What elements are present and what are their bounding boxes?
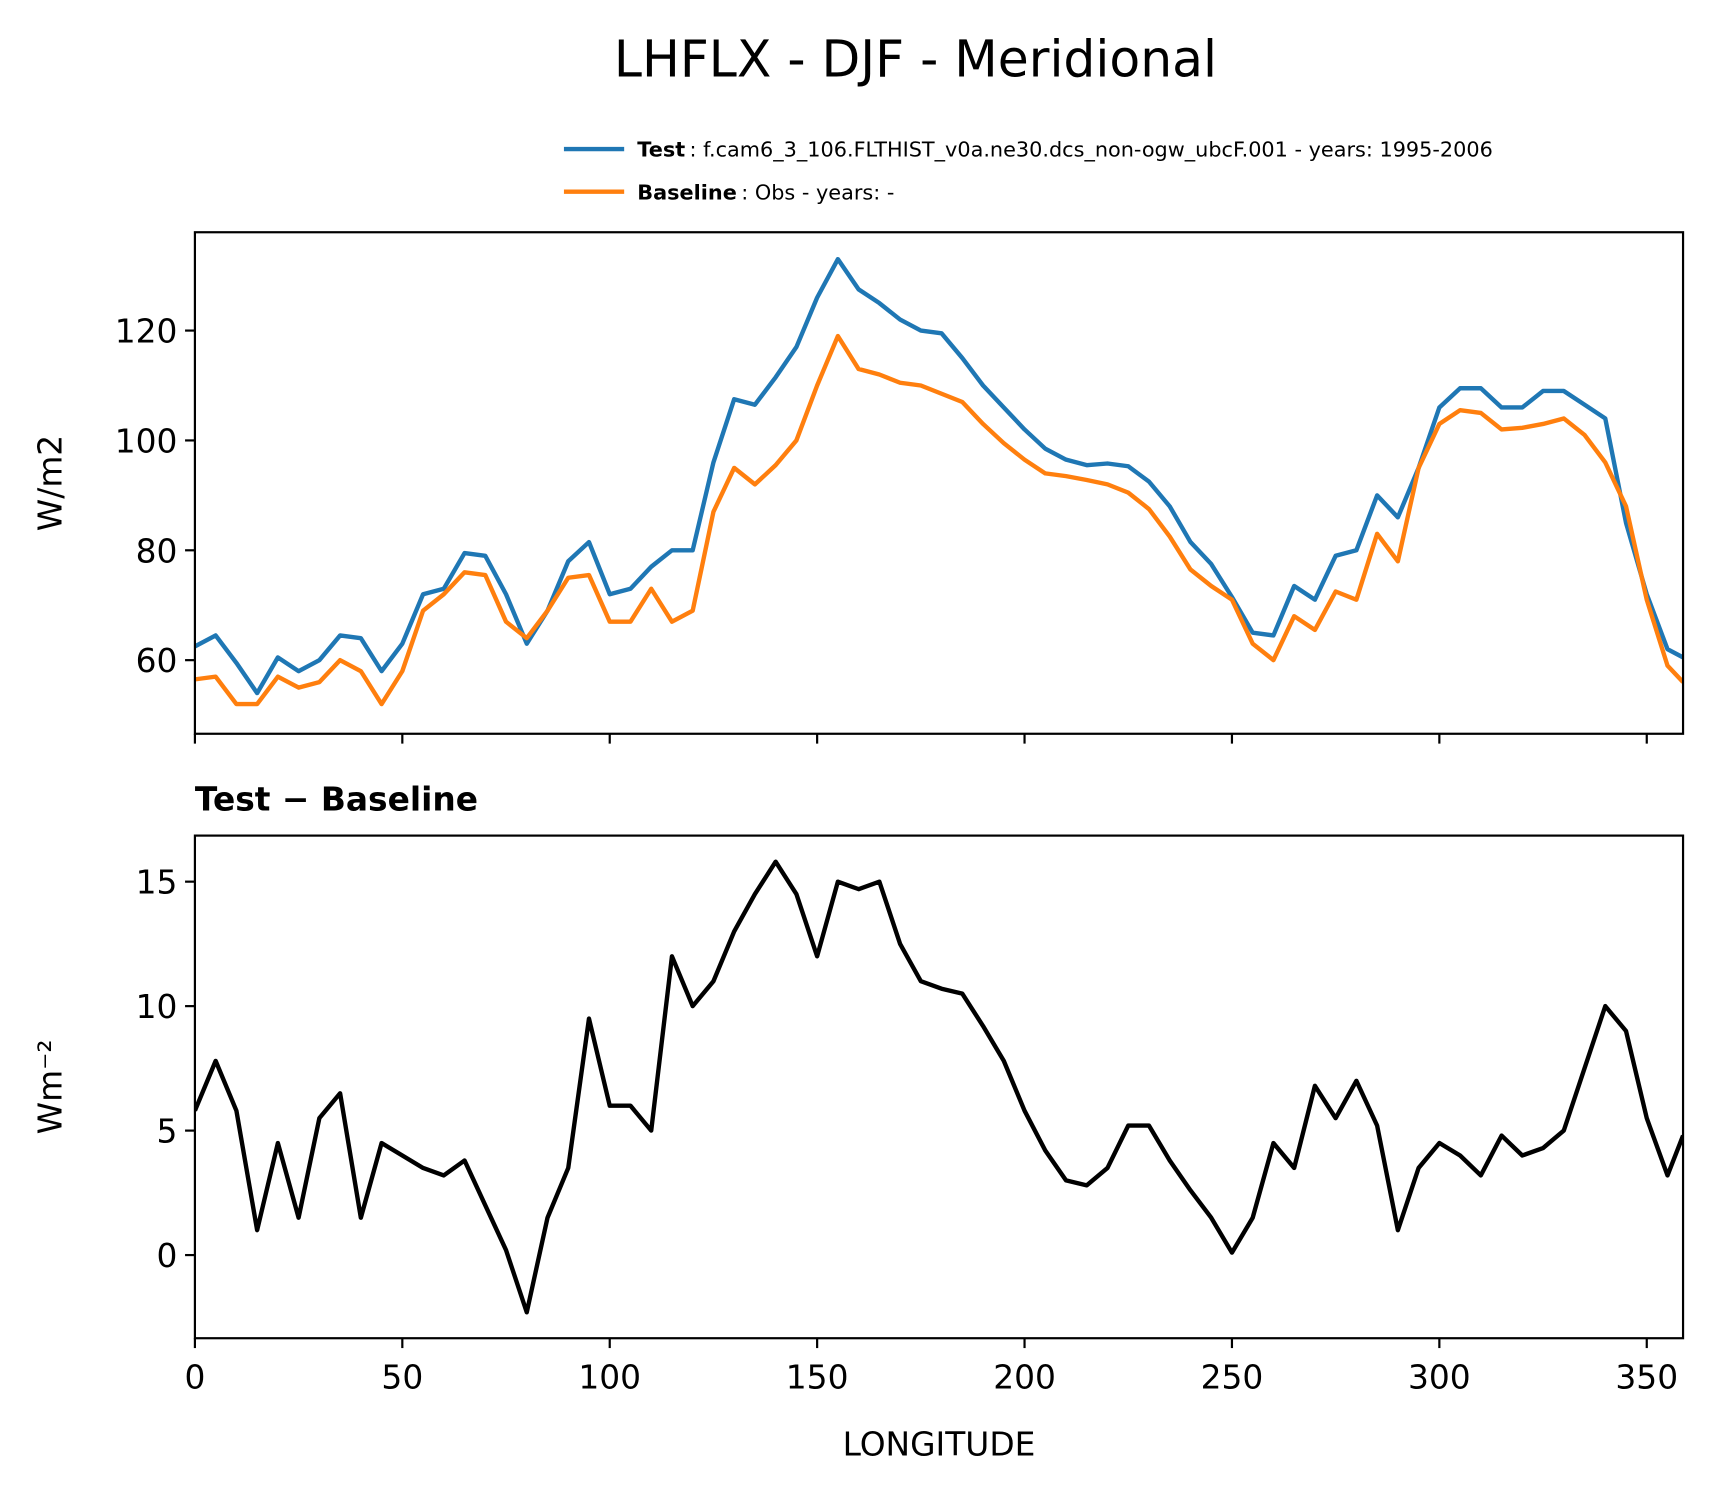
- legend-name: Test: [637, 138, 685, 162]
- y-tick-label: 10: [136, 988, 178, 1026]
- y-axis-label: Wm⁻²: [31, 1039, 69, 1134]
- x-tick-label: 250: [1201, 1359, 1264, 1397]
- legend-entry: Baseline: Obs - years: -: [637, 180, 894, 204]
- x-tick-label: 150: [786, 1359, 849, 1397]
- x-tick-label: 100: [578, 1359, 641, 1397]
- y-tick-label: 80: [136, 532, 178, 570]
- y-tick-label: 100: [115, 422, 178, 460]
- data-line: [194, 859, 1684, 1315]
- y-tick-label: 60: [136, 642, 178, 680]
- x-axis-label: LONGITUDE: [843, 1425, 1036, 1463]
- x-tick-label: 50: [381, 1359, 423, 1397]
- figure-title: LHFLX - DJF - Meridional: [614, 30, 1217, 89]
- x-tick-label: 200: [993, 1359, 1056, 1397]
- data-line: [194, 256, 1684, 696]
- legend-description: : f.cam6_3_106.FLTHIST_v0a.ne30.dcs_non-…: [690, 138, 1493, 162]
- data-line: [194, 333, 1684, 707]
- axes-frame: [193, 231, 1685, 735]
- x-tick-label: 0: [184, 1359, 205, 1397]
- x-tick-label: 300: [1408, 1359, 1471, 1397]
- y-tick-label: 5: [156, 1113, 177, 1151]
- axes-frame: [193, 834, 1685, 1340]
- y-tick-label: 120: [115, 313, 178, 351]
- legend-name: Baseline: [637, 180, 737, 204]
- y-axis-label: W/m2: [31, 435, 69, 531]
- legend-entry: Test: f.cam6_3_106.FLTHIST_v0a.ne30.dcs_…: [637, 138, 1493, 162]
- y-tick-label: 0: [156, 1237, 177, 1275]
- panel-title: Test − Baseline: [195, 780, 478, 818]
- legend-description: : Obs - years: -: [741, 180, 894, 204]
- x-tick-label: 350: [1615, 1359, 1678, 1397]
- y-tick-label: 15: [136, 864, 178, 902]
